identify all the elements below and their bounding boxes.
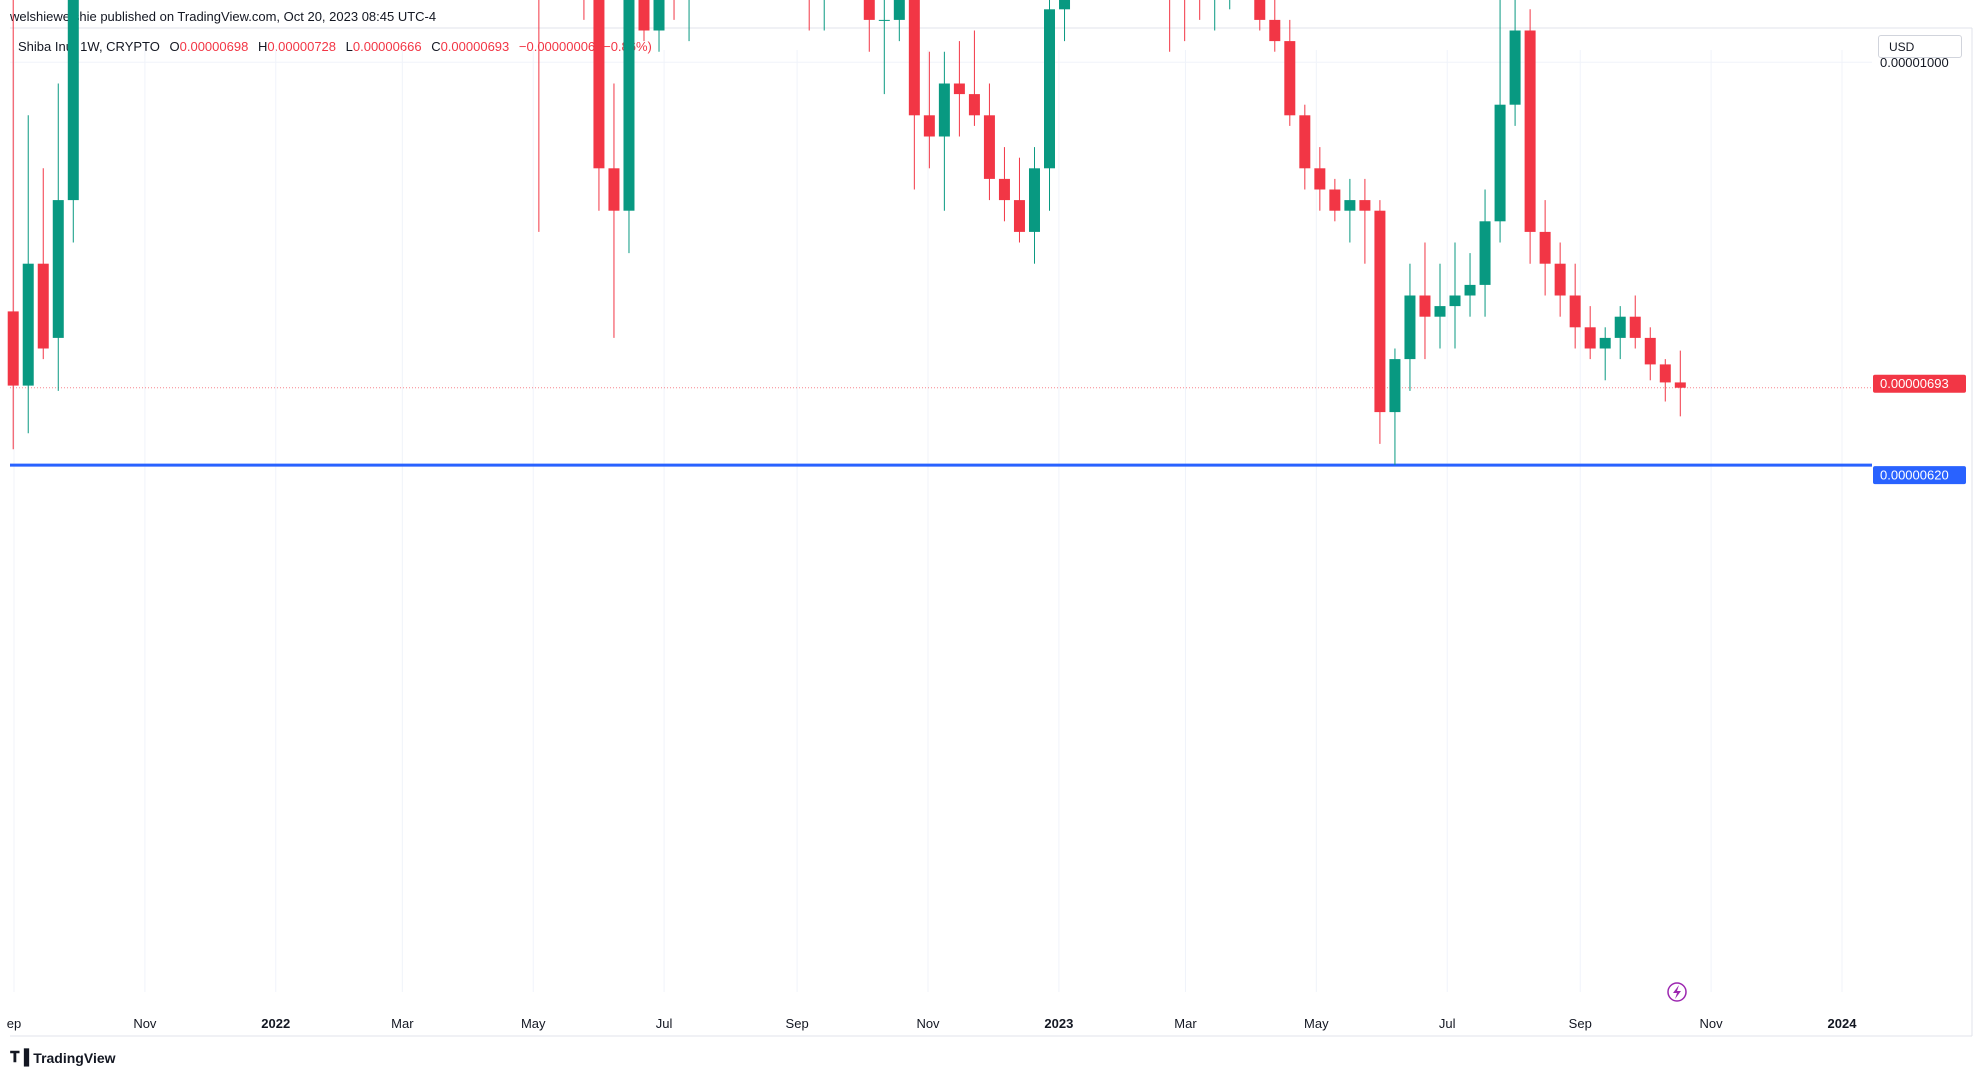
candle-body <box>1374 210 1386 413</box>
candle-body <box>893 0 905 20</box>
lightning-icon[interactable] <box>1667 982 1687 1002</box>
candle-body <box>908 0 920 116</box>
x-tick-label: 2022 <box>261 1016 290 1031</box>
candle-body <box>1299 115 1311 169</box>
candle-body <box>863 0 875 20</box>
x-tick-label: Jul <box>1439 1016 1456 1031</box>
candle-body <box>1419 295 1431 317</box>
x-tick-label: 2024 <box>1828 1016 1858 1031</box>
candle-body <box>923 115 935 137</box>
symbol-label: Shiba Inu, 1W, CRYPTO <box>18 39 160 54</box>
candle-body <box>968 94 980 116</box>
x-tick-label: May <box>521 1016 546 1031</box>
candle-body <box>1464 284 1476 296</box>
candle-body <box>1494 104 1506 222</box>
open-label: O <box>169 39 180 54</box>
price-label-text: 0.00000620 <box>1880 468 1949 483</box>
candle-body <box>1539 231 1551 264</box>
price-label-box <box>1873 374 1966 393</box>
candle-body <box>37 263 49 349</box>
candle-body <box>983 115 995 179</box>
candle-body <box>1629 316 1641 338</box>
candle-body <box>1449 295 1461 307</box>
high-label: H <box>257 39 268 54</box>
candle-body <box>1344 200 1356 211</box>
candle-body <box>638 0 650 31</box>
candle-body <box>1584 327 1596 349</box>
change-value: −0.00000006 (−0.86%) <box>518 39 652 54</box>
high-value: 0.00000728 <box>267 39 337 54</box>
x-tick-label: Sep <box>786 1016 809 1031</box>
candle-body <box>1569 295 1581 328</box>
candle-body <box>1524 30 1536 232</box>
candle-body <box>1044 9 1056 169</box>
candle-body <box>608 168 620 211</box>
x-tick-label: Mar <box>1174 1016 1197 1031</box>
candle-body <box>1314 168 1326 190</box>
candle-body <box>938 83 950 137</box>
tradingview-logo[interactable]: 𝐓▐ TradingView <box>10 1049 116 1066</box>
x-tick-label: Mar <box>391 1016 414 1031</box>
price-label-box <box>1873 466 1966 485</box>
candle-body <box>1389 359 1401 413</box>
candle-body <box>67 0 79 201</box>
x-tick-label: 2023 <box>1044 1016 1073 1031</box>
candle-body <box>1644 337 1656 365</box>
candle-body <box>1554 263 1566 296</box>
tradingview-logo-text: TradingView <box>33 1049 116 1066</box>
candle-body <box>1359 200 1371 211</box>
open-value: 0.00000698 <box>179 39 249 54</box>
x-tick-label: Nov <box>916 1016 940 1031</box>
x-tick-label: Sep <box>1569 1016 1592 1031</box>
candle-body <box>1329 189 1341 211</box>
close-label: C <box>431 39 441 54</box>
candle-body <box>1599 337 1611 349</box>
x-tick-label: ep <box>7 1016 21 1031</box>
candle-body <box>1404 295 1416 360</box>
x-tick-label: May <box>1304 1016 1329 1031</box>
x-tick-label: Jul <box>656 1016 673 1031</box>
candle-body <box>953 83 965 95</box>
candle-body <box>653 0 665 31</box>
candle-body <box>1269 19 1281 42</box>
candle-body <box>1479 221 1491 285</box>
low-value: 0.00000666 <box>352 39 422 54</box>
candle-body <box>1028 168 1040 232</box>
ohlc-legend: Shiba Inu, 1W, CRYPTO O0.00000698 H0.000… <box>18 39 658 54</box>
candle-body <box>1509 30 1521 105</box>
candle-body <box>7 311 19 386</box>
candle-body <box>22 263 34 386</box>
candle-body <box>1013 200 1025 232</box>
candle-body <box>593 0 605 169</box>
y-tick-label: 0.00001000 <box>1880 55 1949 70</box>
candle-body <box>1059 0 1071 10</box>
publisher-line: welshiewelshie published on TradingView.… <box>10 9 437 24</box>
candle-body <box>1614 316 1626 338</box>
candle-body <box>1674 382 1686 388</box>
candle-body <box>878 19 890 21</box>
candle-body <box>52 200 64 338</box>
x-tick-label: Nov <box>1700 1016 1724 1031</box>
candle-body <box>1284 41 1296 116</box>
low-label: L <box>345 39 353 54</box>
price-label-text: 0.00000693 <box>1880 376 1949 391</box>
tradingview-logo-icon: 𝐓▐ <box>10 1049 29 1066</box>
candle-body <box>1659 364 1671 383</box>
candle-body <box>623 0 635 211</box>
x-tick-label: Nov <box>133 1016 157 1031</box>
currency-selector[interactable]: USD <box>1878 35 1962 58</box>
candle-body <box>998 178 1010 201</box>
close-value: 0.00000693 <box>440 39 510 54</box>
candle-body <box>1254 0 1266 20</box>
candle-body <box>1434 306 1446 317</box>
